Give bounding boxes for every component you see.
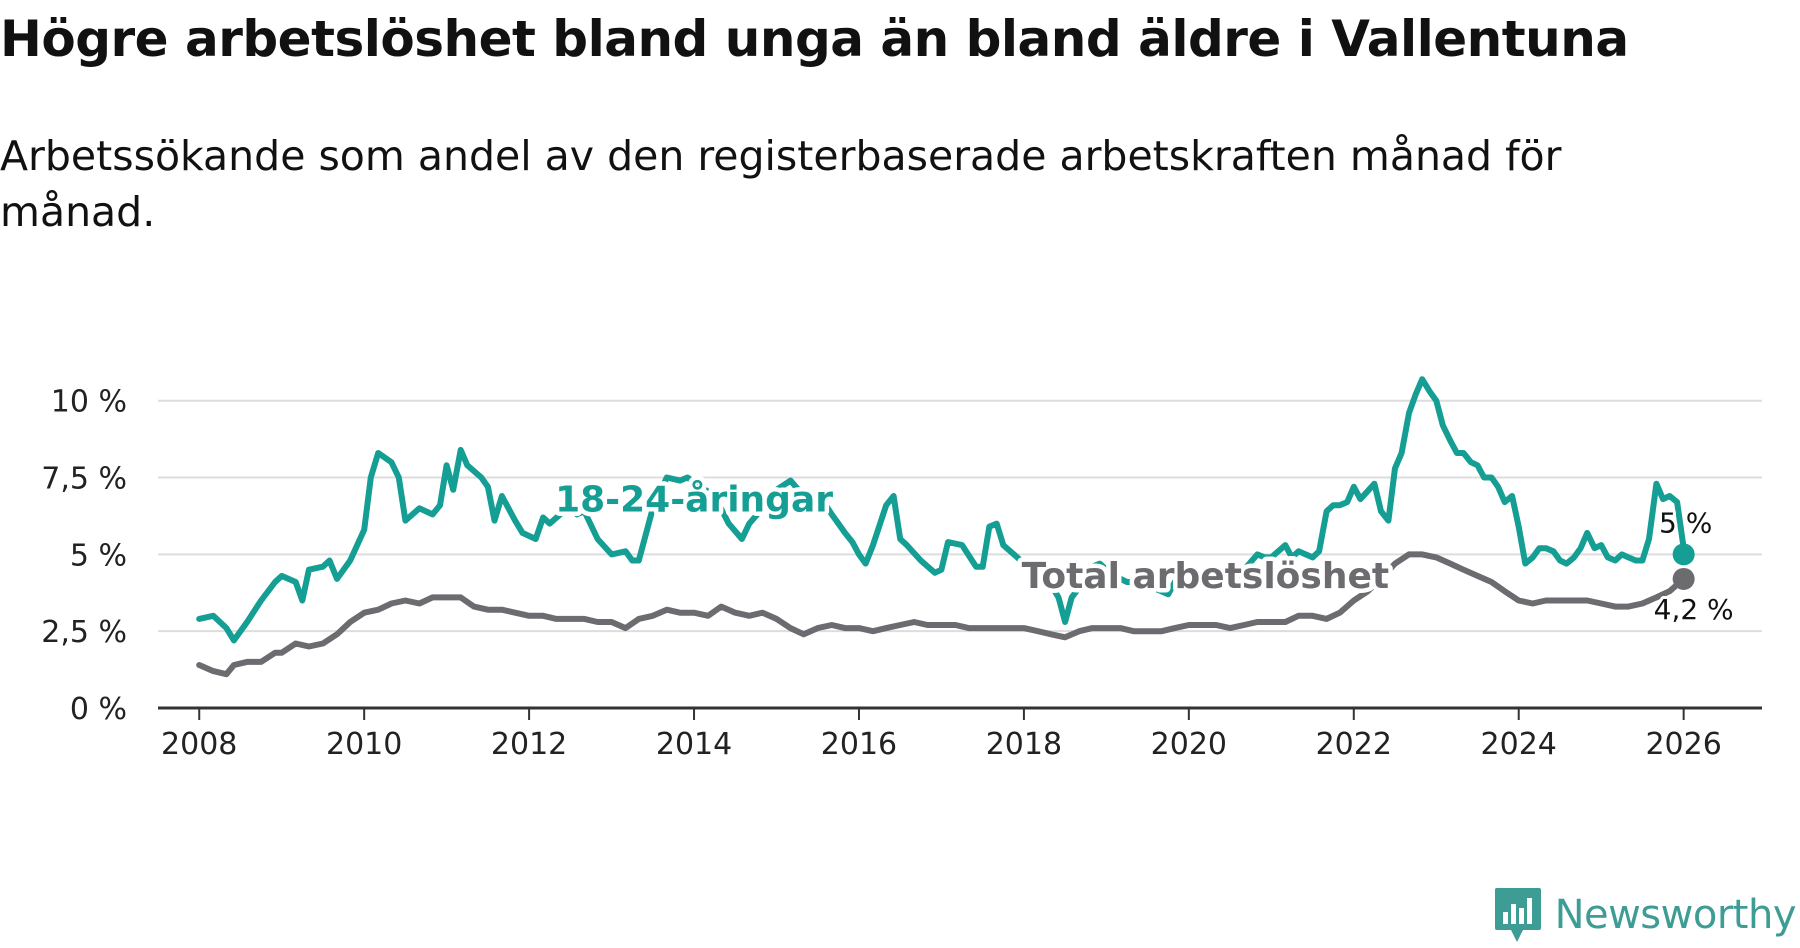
grid-lines — [158, 399, 1762, 633]
x-tick-label: 2022 — [1316, 727, 1392, 762]
series-label-youth: 18-24-åringar — [555, 479, 833, 520]
x-tick-label: 2008 — [161, 727, 237, 762]
chart-subtitle: Arbetssökande som andel av den registerb… — [0, 132, 1562, 236]
series-line-total — [196, 551, 1687, 678]
y-tick-label: 2,5 % — [41, 615, 127, 650]
brand-name: Newsworthy — [1554, 892, 1797, 938]
chart-title: Högre arbetslöshet bland unga än bland ä… — [0, 10, 1629, 68]
series-lines — [196, 376, 1695, 678]
x-tick-label: 2026 — [1645, 727, 1721, 762]
end-value-label-youth: 5 % — [1659, 506, 1712, 539]
series-line-youth — [196, 376, 1687, 644]
x-tick-label: 2020 — [1151, 727, 1227, 762]
y-tick-label: 10 % — [51, 385, 127, 420]
x-tick-label: 2014 — [656, 727, 732, 762]
x-tick-label: 2010 — [326, 727, 402, 762]
x-tick-label: 2012 — [491, 727, 567, 762]
y-axis-tick-labels: 0 % 2,5 % 5 % 7,5 % 10 % — [41, 385, 127, 727]
y-tick-label: 7,5 % — [41, 462, 127, 497]
series-labels: 18-24-åringar Total arbetslöshet 5 % 4,2 % — [551, 475, 1737, 629]
y-tick-label: 0 % — [70, 692, 127, 727]
y-tick-label: 5 % — [70, 538, 127, 573]
x-axis: 2008 2010 2012 2014 2016 2018 2020 2022 2024 2026 — [158, 706, 1762, 762]
end-value-label-total: 4,2 % — [1654, 593, 1734, 626]
endpoint-marker-youth — [1672, 543, 1695, 566]
x-tick-label: 2016 — [821, 727, 897, 762]
x-tick-label: 2024 — [1481, 727, 1557, 762]
endpoint-marker-total — [1672, 567, 1695, 590]
series-label-total: Total arbetslöshet — [1022, 556, 1390, 597]
x-tick-label: 2018 — [986, 727, 1062, 762]
bar-chart-logo-icon — [1494, 888, 1541, 942]
brand-logo: Newsworthy — [1493, 886, 1797, 944]
